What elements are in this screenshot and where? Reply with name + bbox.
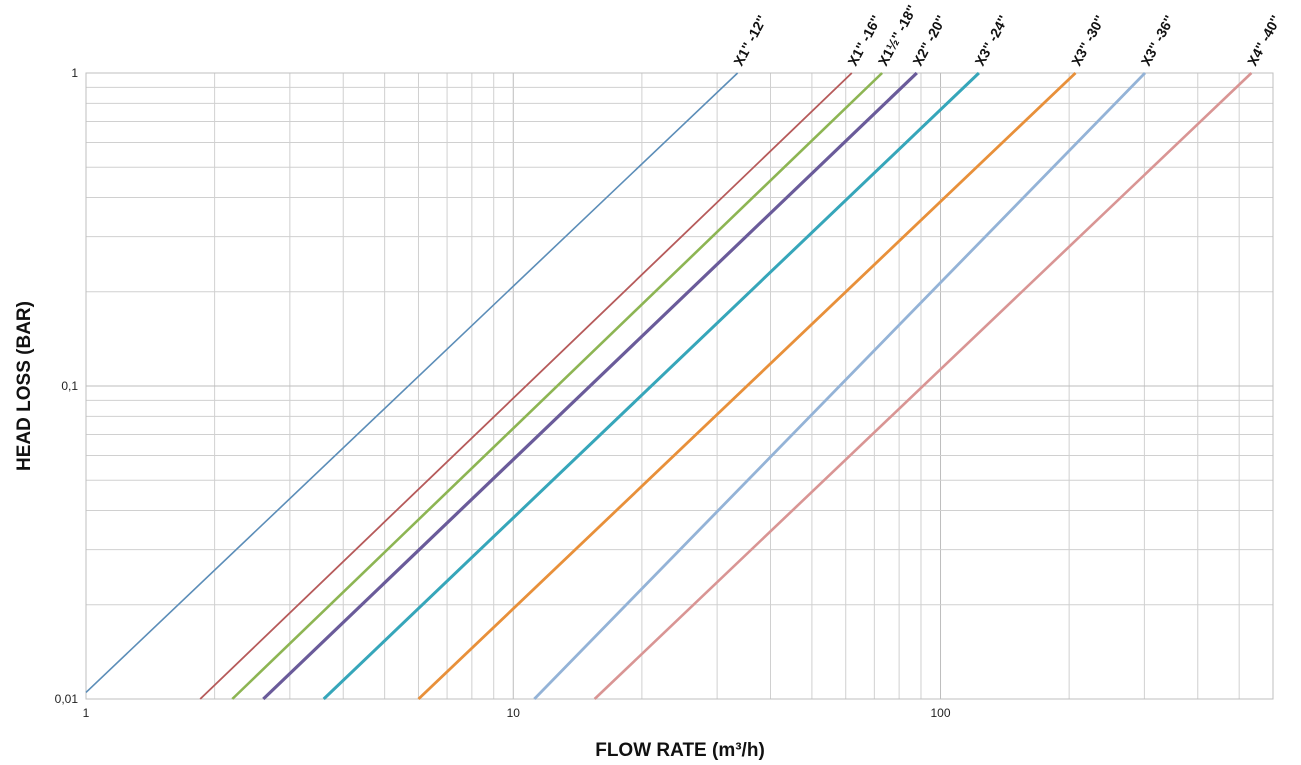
x-tick-labels: 1 10 100: [83, 706, 951, 720]
y-tick-label-3: 1: [71, 66, 78, 80]
series-line-6: [417, 71, 1077, 701]
series-line-5: [322, 71, 980, 701]
series-line-7: [533, 72, 1147, 700]
grid: [85, 72, 1274, 700]
series-line-3: [231, 72, 884, 700]
series-label-4: X2'' -20'': [909, 13, 949, 69]
series-label-5: X3'' -24'': [971, 13, 1011, 69]
series-labels: X1'' -12'' X1'' -16''X1½'' -18''X2'' -20'…: [730, 2, 1284, 68]
y-tick-labels: 0,01 0,1 1: [55, 66, 79, 706]
series-label-1: X1'' -12'': [730, 13, 770, 69]
series-line-4: [262, 71, 918, 701]
series-line-1: [85, 72, 739, 693]
y-axis-title: HEAD LOSS (BAR): [14, 301, 35, 471]
x-tick-label-3: 100: [931, 706, 951, 720]
x-axis-title: FLOW RATE (m³/h): [595, 740, 765, 761]
series-line-2: [199, 72, 853, 700]
plot-area-border: [85, 72, 1274, 700]
y-tick-label-2: 0,1: [61, 379, 78, 393]
series-line-8: [593, 72, 1253, 700]
series-layer: [85, 71, 1253, 701]
series-label-6: X3'' -30'': [1068, 13, 1108, 69]
series-label-7: X3'' -36'': [1138, 13, 1178, 69]
x-tick-label-2: 10: [507, 706, 521, 720]
x-tick-label-1: 1: [83, 706, 90, 720]
y-tick-label-1: 0,01: [55, 692, 79, 706]
series-label-8: X4'' -40'': [1244, 13, 1284, 69]
